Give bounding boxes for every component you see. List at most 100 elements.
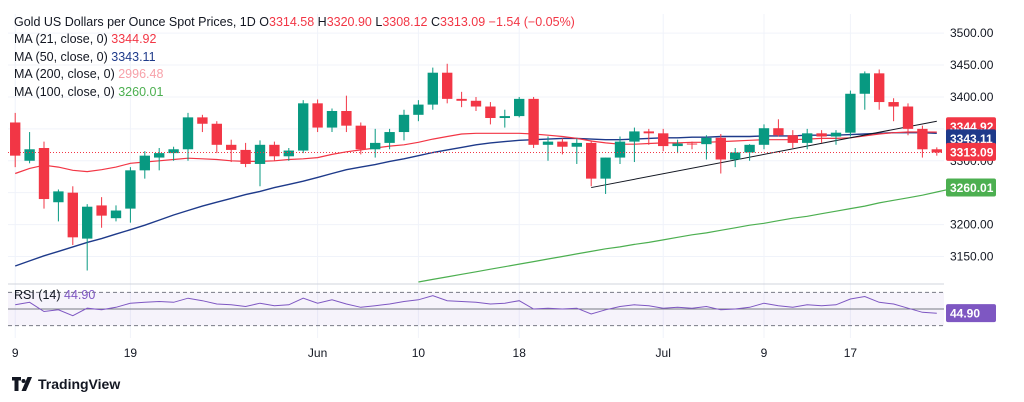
rsi-legend[interactable]: RSI (14) 44.90 [14, 288, 95, 302]
candle-body [38, 148, 50, 200]
candle-body [586, 142, 597, 179]
candle-body [398, 114, 410, 133]
candle-body [125, 170, 136, 209]
candle-body [456, 98, 467, 101]
price-tag [946, 142, 996, 161]
y-tick-label: 3150.00 [950, 249, 994, 263]
candle-body [312, 103, 323, 128]
candle-body [110, 210, 122, 219]
candle-body [917, 128, 928, 150]
symbol-title: Gold US Dollars per Ounce Spot Prices, 1… [14, 15, 256, 29]
candle-body [557, 141, 568, 147]
candle-body [888, 102, 899, 107]
candle-body [787, 135, 798, 143]
candle-body [571, 142, 582, 147]
candle-body [499, 116, 510, 119]
ma100-line [418, 185, 966, 283]
tradingview-logo-icon [12, 377, 32, 391]
candle-body [643, 131, 654, 134]
candle-body [614, 141, 626, 158]
candle-body [485, 106, 496, 119]
y-tick-label: 3400.00 [950, 90, 994, 104]
candle-body [600, 157, 611, 179]
x-tick-label: 9 [12, 346, 19, 360]
candle-body [816, 133, 827, 137]
header-row: Gold US Dollars per Ounce Spot Prices, 1… [14, 14, 575, 31]
ohlc-c: C3313.09 [427, 15, 486, 29]
candle-body [96, 205, 107, 216]
indicator-value: 3260.01 [118, 84, 164, 99]
rsi-label: RSI (14) [14, 288, 61, 302]
price-tag-label: 3260.01 [950, 181, 994, 195]
candle-body [283, 150, 294, 157]
candle-body [773, 128, 784, 136]
x-tick-label: 9 [761, 346, 768, 360]
x-tick-label: Jun [308, 346, 327, 360]
candle-body [154, 153, 165, 158]
y-tick-label: 3450.00 [950, 58, 994, 72]
price-change: −1.54 (−0.05%) [488, 15, 575, 29]
candle-body [830, 132, 842, 137]
candle-body [139, 155, 150, 171]
candle-body [629, 131, 640, 142]
indicator-value: 2996.48 [118, 67, 164, 82]
price-tag-label: 3343.11 [950, 132, 993, 146]
candle-body [542, 141, 554, 145]
y-tick-label: 3200.00 [950, 218, 994, 232]
candle-body [254, 144, 266, 164]
candle-body [672, 143, 683, 147]
ohlc-o: O3314.58 [259, 15, 315, 29]
price-tag-label: 3313.09 [950, 145, 994, 159]
indicator-label: MA (200, close, 0) [14, 67, 115, 82]
candle-body [182, 117, 194, 150]
rsi-line [15, 295, 937, 317]
price-tag [946, 178, 996, 197]
candle-body [902, 106, 914, 129]
chart-legend: Gold US Dollars per Ounce Spot Prices, 1… [14, 14, 575, 101]
candle-body [197, 117, 208, 124]
indicator-ma100[interactable]: MA (100, close, 0) 3260.01 [14, 84, 575, 101]
candle-body [686, 143, 698, 145]
candle-body [355, 125, 366, 150]
x-tick-label: Jul [656, 346, 671, 360]
ma50-line [14, 131, 937, 267]
candle-body [874, 73, 885, 103]
candle-body [298, 103, 309, 151]
candle-body [802, 133, 813, 143]
ohlc-h: H3320.90 [314, 15, 372, 29]
candle-body [269, 144, 280, 157]
indicator-ma50[interactable]: MA (50, close, 0) 3343.11 [14, 49, 575, 66]
candle-body [528, 98, 539, 145]
candle-body [384, 132, 395, 143]
candle-body [211, 123, 222, 145]
candle-body [168, 149, 179, 154]
candle-body [226, 144, 237, 150]
indicator-ma200[interactable]: MA (200, close, 0) 2996.48 [14, 66, 575, 83]
candle-body [326, 110, 338, 128]
x-tick-label: 17 [844, 346, 858, 360]
candle-body [715, 137, 726, 160]
ma21-line [14, 131, 937, 175]
candle-body [744, 144, 755, 153]
indicator-value: 3343.11 [111, 49, 156, 64]
tradingview-logo[interactable]: TradingView [12, 376, 120, 392]
logo-text: TradingView [38, 376, 121, 392]
candle-body [658, 133, 669, 147]
rsi-value: 44.90 [64, 288, 96, 302]
indicator-label: MA (50, close, 0) [14, 49, 108, 64]
candle-body [67, 192, 78, 238]
ohlc-values: O3314.58 H3320.90 L3308.12 C3313.09 [259, 15, 488, 29]
candle-body [845, 93, 856, 133]
candle-body [427, 72, 438, 105]
indicator-value: 3344.92 [111, 32, 157, 47]
candle-body [514, 98, 525, 117]
indicator-ma21[interactable]: MA (21, close, 0) 3344.92 [14, 31, 575, 48]
rsi-tag-label: 44.90 [950, 307, 980, 321]
candle-body [341, 110, 352, 126]
candle-body [413, 104, 424, 115]
x-tick-label: 10 [412, 346, 426, 360]
candle-body [470, 100, 482, 107]
candle-body [701, 137, 712, 145]
y-tick-label: 3500.00 [950, 26, 994, 40]
